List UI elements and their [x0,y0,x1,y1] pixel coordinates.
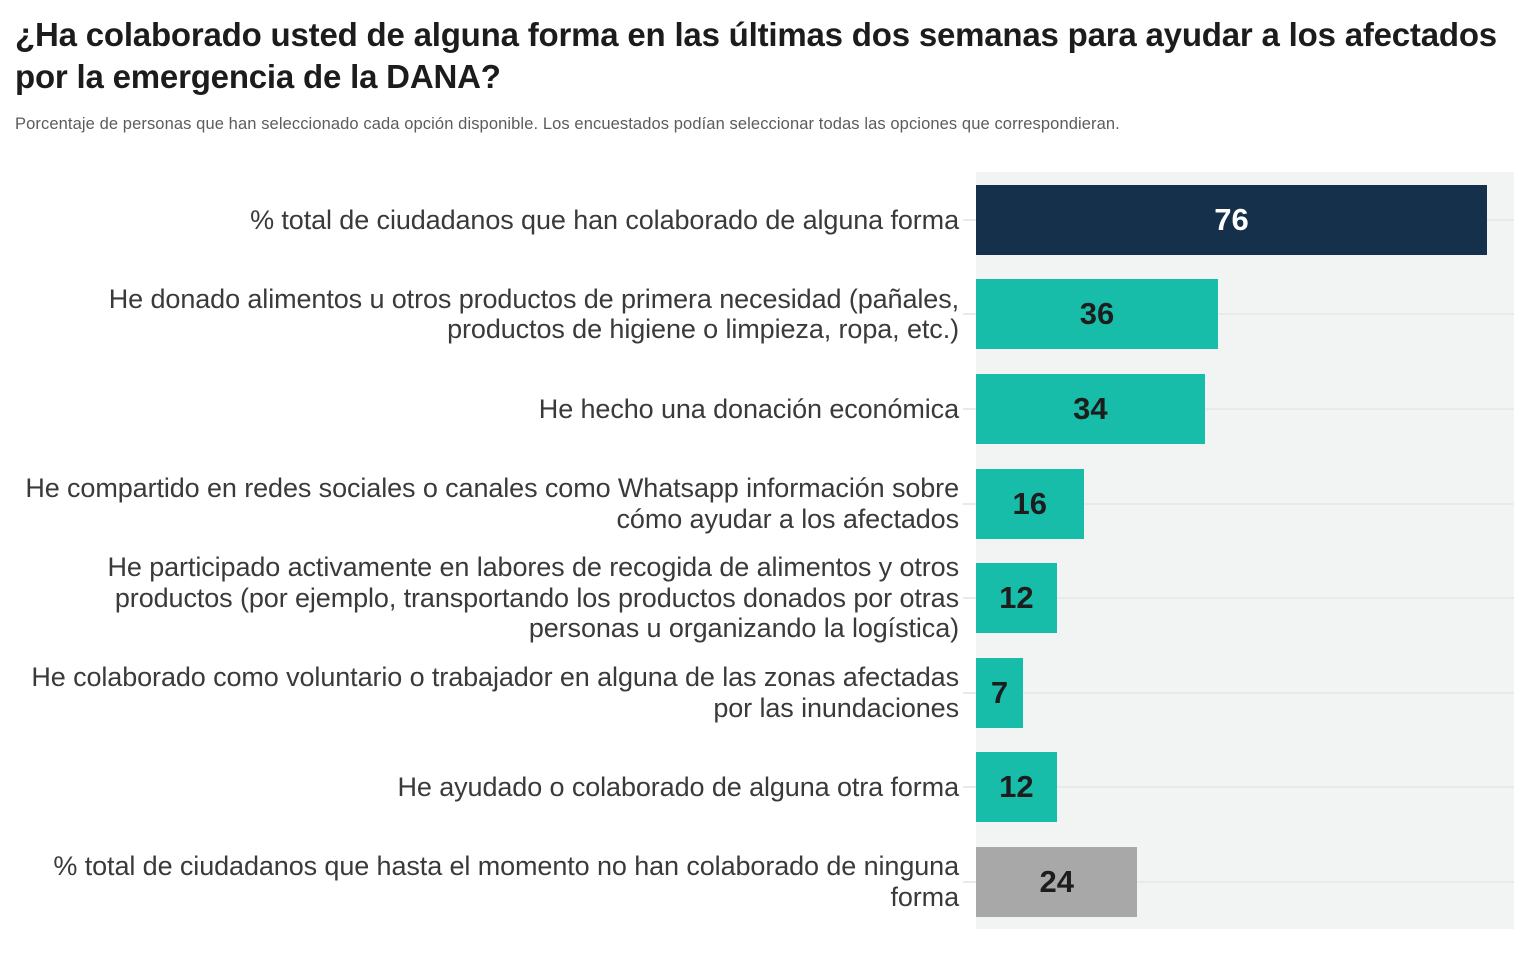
chart-row: % total de ciudadanos que han colaborado… [15,172,1536,268]
bar-value-label: 34 [1073,390,1108,426]
category-label: He hecho una donación económica [538,393,959,424]
chart-title: ¿Ha colaborado usted de alguna forma en … [15,16,1497,96]
chart-row: He participado activamente en labores de… [15,550,1536,646]
plot-area-cell: 16 [963,456,1514,551]
plot-area-cell: 12 [963,740,1514,835]
bar: 7 [976,657,1024,728]
plot-area-cell: 24 [963,834,1514,930]
chart-row: % total de ciudadanos que hasta el momen… [15,834,1536,930]
plot-area-cell: 36 [963,267,1514,362]
chart-row: He ayudado o colaborado de alguna otra f… [15,740,1536,835]
bar: 76 [976,184,1488,255]
bar-value-label: 16 [1012,485,1048,521]
chart-row: He donado alimentos u otros productos de… [15,267,1536,362]
chart-row: He hecho una donación económica 34 [15,361,1536,457]
category-label: % total de ciudadanos que han colaborado… [250,204,959,235]
bar-value-label: 12 [999,580,1034,616]
bar-value-label: 12 [999,769,1034,805]
bar-value-label: 7 [990,674,1009,710]
bar-value-label: 76 [1214,201,1249,237]
category-label: He compartido en redes sociales o canale… [25,473,959,534]
category-label: He donado alimentos u otros productos de… [108,283,959,345]
category-label: He participado activamente en labores de… [107,552,960,644]
chart-subtitle: Porcentaje de personas que han seleccion… [15,115,1120,134]
plot-area-cell: 34 [963,361,1514,457]
category-label: He ayudado o colaborado de alguna otra f… [397,772,960,803]
bar: 34 [976,373,1205,444]
bar-value-label: 36 [1079,296,1115,332]
bar: 36 [976,279,1219,350]
chart-row: He compartido en redes sociales o canale… [15,456,1536,551]
bar: 12 [976,752,1057,823]
plot-area-cell: 7 [963,645,1514,741]
category-label: % total de ciudadanos que hasta el momen… [53,851,959,912]
chart-row: He colaborado como voluntario o trabajad… [15,645,1536,741]
bar-value-label: 24 [1039,863,1074,899]
horizontal-bar-chart: % total de ciudadanos que han colaborado… [15,172,1536,930]
bar: 24 [976,846,1138,917]
category-label: He colaborado como voluntario o trabajad… [31,662,959,723]
plot-area-cell: 76 [963,172,1514,268]
bar: 16 [976,468,1084,539]
plot-area-cell: 12 [963,550,1514,646]
bar: 12 [976,563,1057,634]
survey-chart-page: ¿Ha colaborado usted de alguna forma en … [0,14,1536,954]
